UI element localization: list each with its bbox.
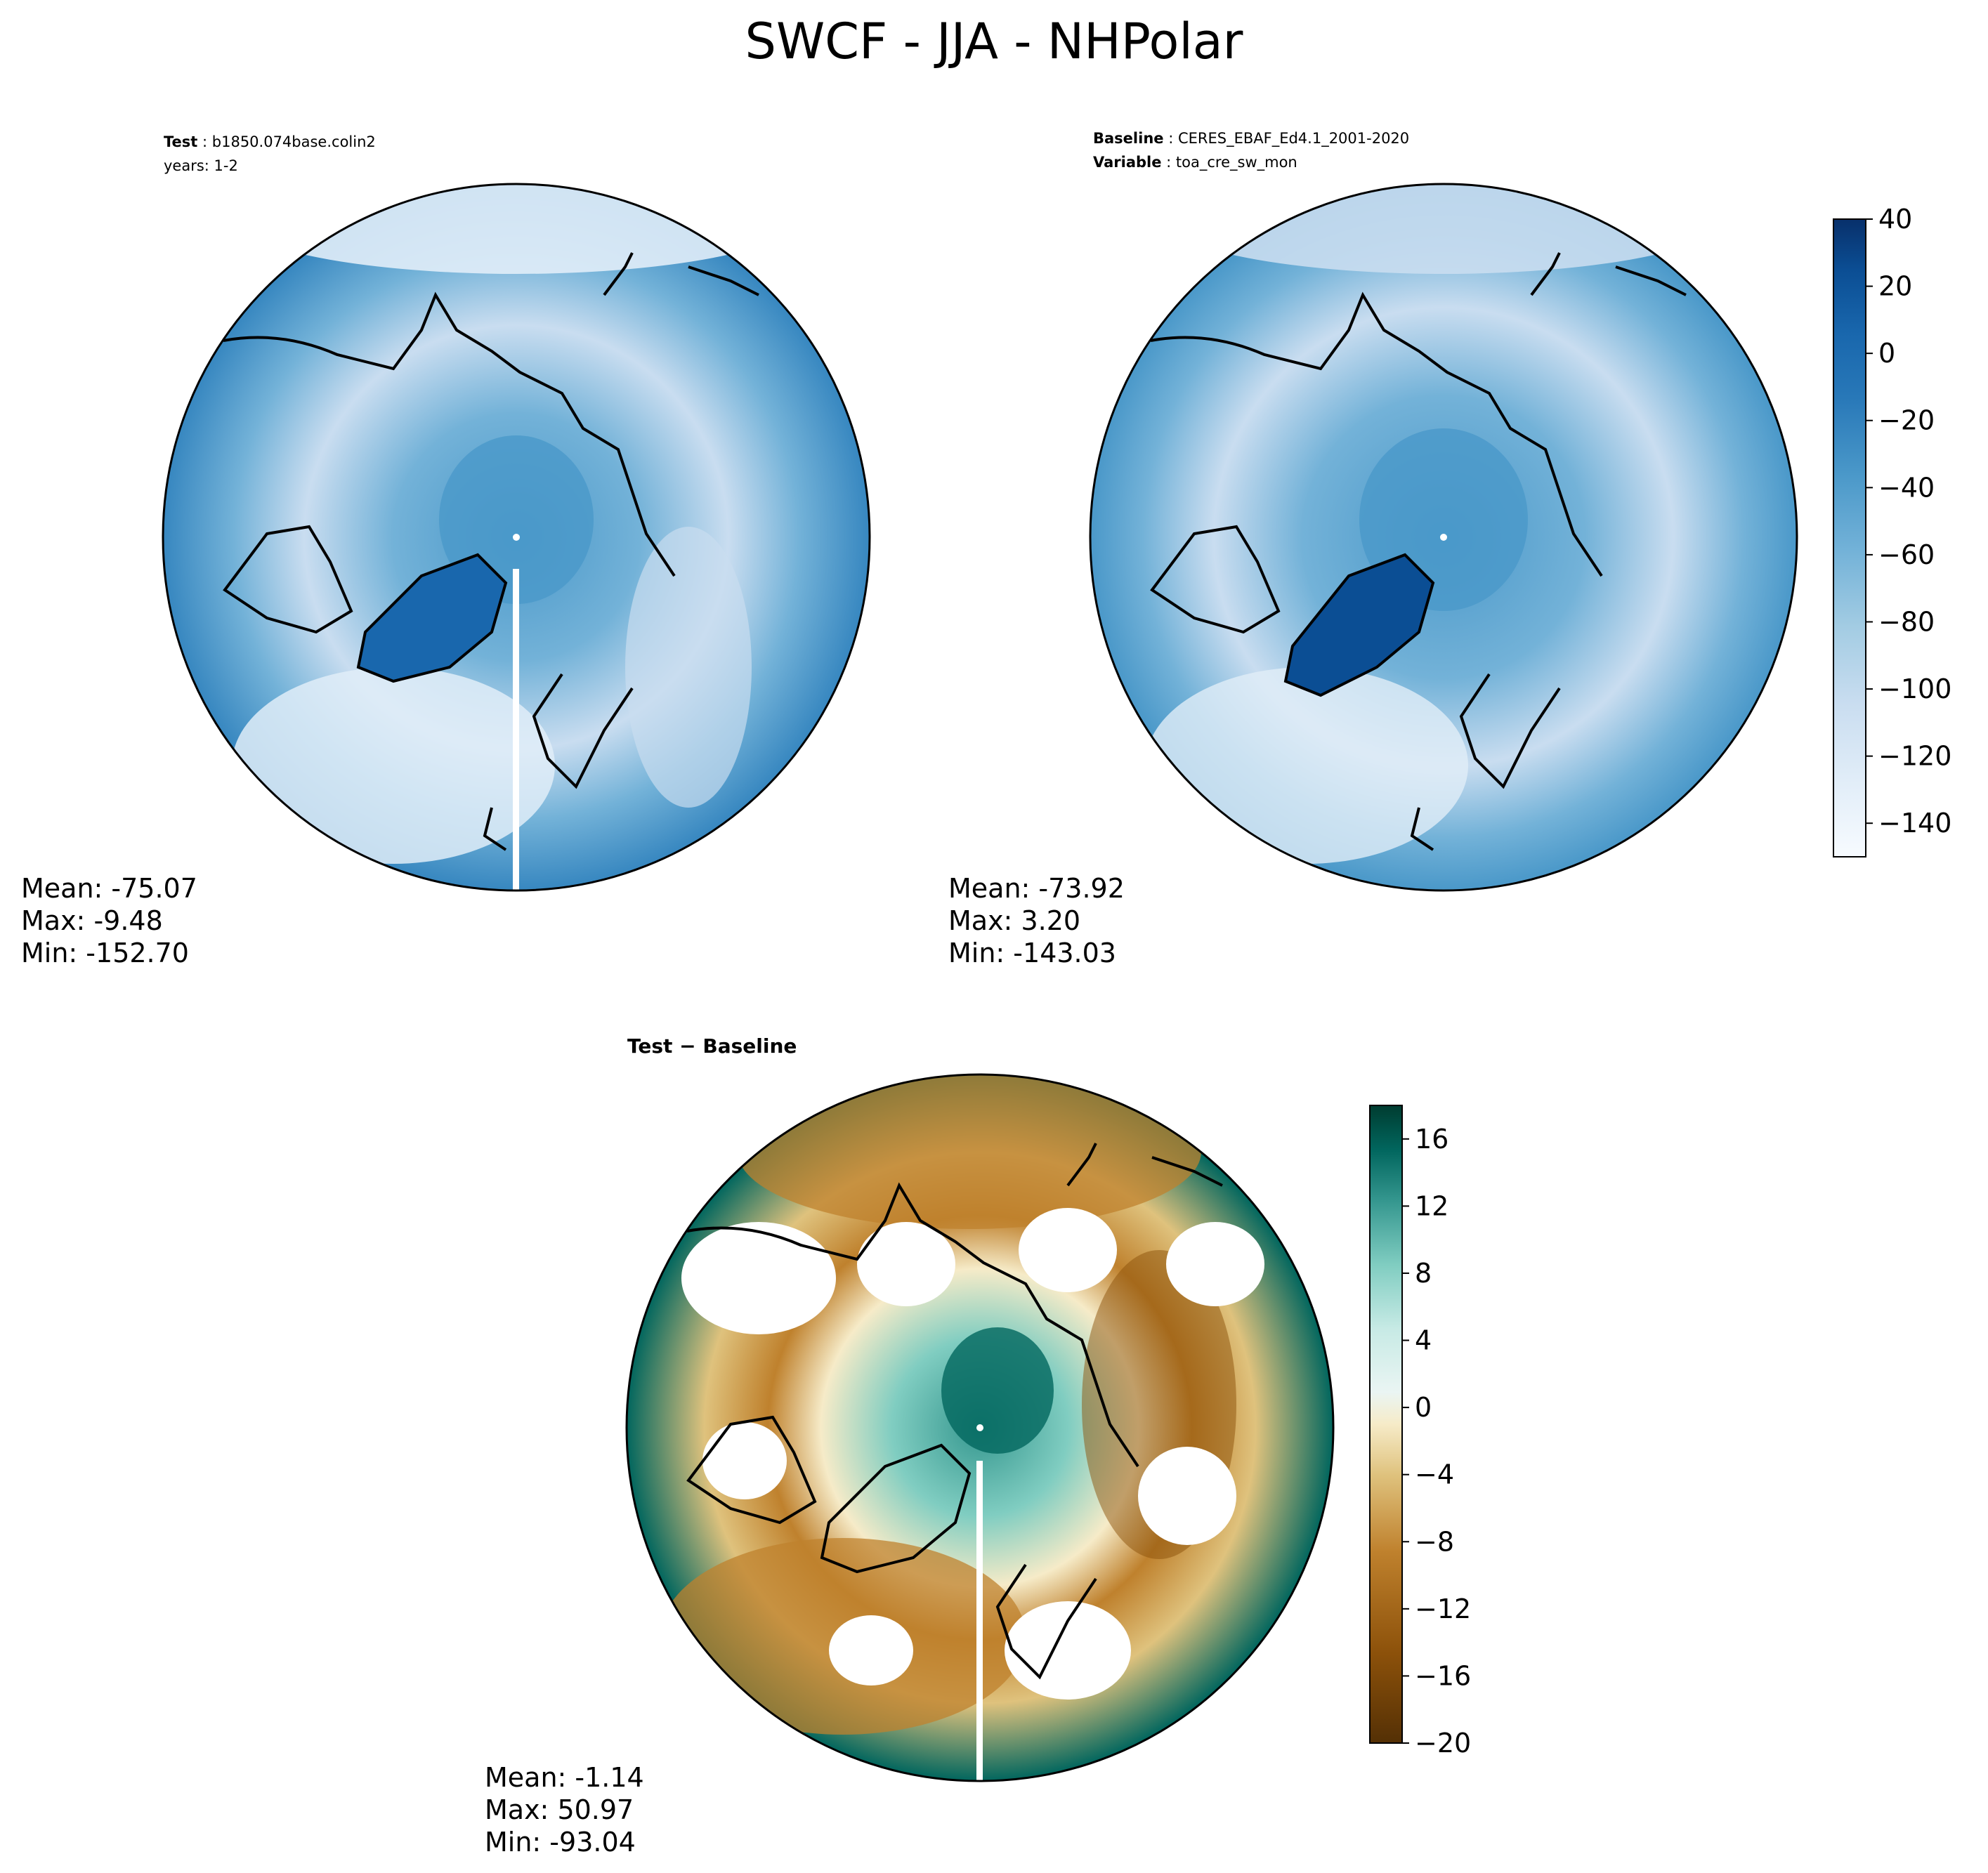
- test-header-key: Test: [164, 133, 198, 150]
- baseline-header: Baseline : CERES_EBAF_Ed4.1_2001-2020 Va…: [1093, 130, 1410, 171]
- brbg-colorbar-tick-label: −20: [1415, 1728, 1471, 1759]
- baseline-min: Min: -143.03: [948, 938, 1116, 968]
- test-map: [162, 183, 871, 892]
- blues-colorbar-tick-label: 20: [1878, 271, 1912, 302]
- brbg-colorbar-tick-label: 0: [1415, 1392, 1432, 1423]
- brbg-colorbar-ticks: 16 12 8 4 0 −4 −8 −12 −16 −20: [1402, 1124, 1471, 1759]
- test-min: Min: -152.70: [21, 938, 189, 968]
- blues-colorbar-tick-label: 40: [1878, 204, 1912, 235]
- blues-colorbar-tick-label: −140: [1878, 808, 1951, 839]
- blues-colorbar: 40 20 0 −20 −40 −60 −80 −100 −120 −140: [1833, 204, 1951, 857]
- blues-colorbar-tick-label: −60: [1878, 539, 1935, 570]
- diff-max: Max: 50.97: [485, 1794, 634, 1825]
- diff-min: Min: -93.04: [485, 1827, 636, 1858]
- brbg-colorbar-tick-label: 16: [1415, 1124, 1449, 1155]
- baseline-map: [1089, 183, 1798, 892]
- baseline-header-key: Baseline: [1093, 130, 1164, 147]
- brbg-colorbar-tick-label: −16: [1415, 1660, 1471, 1691]
- test-header: Test : b1850.074base.colin2 years: 1-2: [164, 130, 376, 178]
- brbg-colorbar-tick-label: 12: [1415, 1190, 1449, 1221]
- brbg-colorbar-tick-label: −12: [1415, 1593, 1471, 1624]
- baseline-stats: Mean: -73.92 Max: 3.20 Min: -143.03: [948, 872, 1125, 969]
- blues-colorbar-tick-label: 0: [1878, 338, 1895, 369]
- blues-colorbar-tick-label: −120: [1878, 741, 1951, 772]
- variable-header-value: toa_cre_sw_mon: [1175, 154, 1297, 171]
- blues-colorbar-tick-label: −80: [1878, 606, 1935, 637]
- diff-stats: Mean: -1.14 Max: 50.97 Min: -93.04: [485, 1761, 644, 1858]
- diff-title: Test − Baseline: [627, 1034, 797, 1058]
- test-max: Max: -9.48: [21, 905, 163, 936]
- baseline-mean: Mean: -73.92: [948, 873, 1125, 904]
- blues-colorbar-tick-label: −20: [1878, 405, 1935, 436]
- brbg-colorbar: 16 12 8 4 0 −4 −8 −12 −16 −20: [1369, 1105, 1471, 1759]
- blues-colorbar-tick-label: −40: [1878, 472, 1935, 503]
- test-years: years: 1-2: [164, 157, 238, 174]
- diff-mean: Mean: -1.14: [485, 1762, 644, 1793]
- blues-colorbar-tick-label: −100: [1878, 673, 1951, 704]
- test-stats: Mean: -75.07 Max: -9.48 Min: -152.70: [21, 872, 197, 969]
- brbg-colorbar-tick-label: −4: [1415, 1459, 1454, 1490]
- brbg-colorbar-tick-label: −8: [1415, 1526, 1454, 1557]
- diff-map: [625, 1073, 1335, 1782]
- variable-header-key: Variable: [1093, 154, 1162, 171]
- figure-title: SWCF - JJA - NHPolar: [745, 13, 1243, 70]
- baseline-header-value: CERES_EBAF_Ed4.1_2001-2020: [1177, 130, 1410, 147]
- baseline-max: Max: 3.20: [948, 905, 1081, 936]
- blues-colorbar-ticks: 40 20 0 −20 −40 −60 −80 −100 −120 −140: [1866, 204, 1951, 839]
- brbg-colorbar-tick-label: 8: [1415, 1258, 1432, 1289]
- brbg-colorbar-tick-label: 4: [1415, 1325, 1432, 1356]
- test-mean: Mean: -75.07: [21, 873, 197, 904]
- test-header-value: b1850.074base.colin2: [211, 133, 376, 150]
